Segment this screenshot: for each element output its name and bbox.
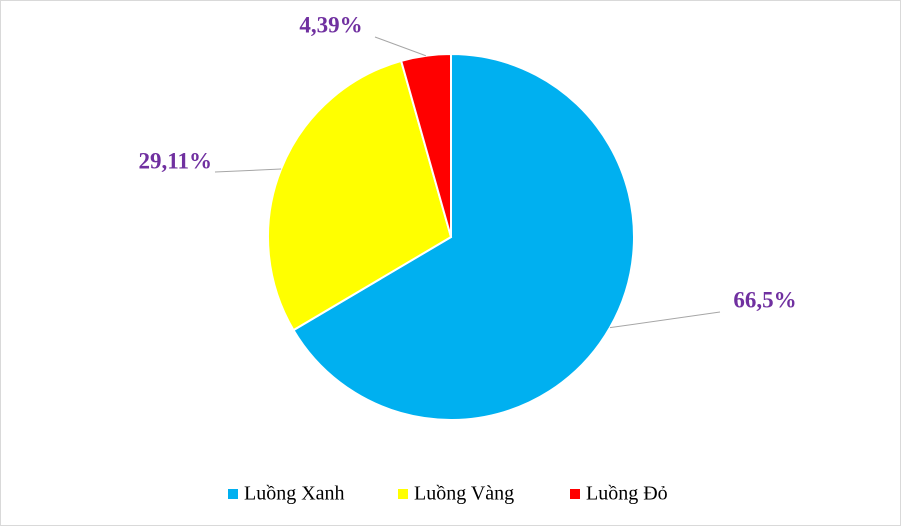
legend-label: Luồng Đỏ bbox=[586, 483, 668, 505]
value-label: 4,39% bbox=[299, 12, 362, 37]
legend-marker bbox=[570, 489, 580, 499]
value-label: 29,11% bbox=[139, 148, 212, 173]
legend-label: Luồng Xanh bbox=[244, 483, 345, 505]
pie-slice bbox=[292, 52, 635, 421]
leader-line bbox=[374, 36, 427, 57]
legend-marker bbox=[398, 489, 408, 499]
value-label: 66,5% bbox=[733, 287, 796, 312]
leader-line bbox=[609, 311, 721, 329]
pie-slice bbox=[399, 52, 452, 238]
legend-label: Luồng Vàng bbox=[414, 483, 514, 505]
legend-marker bbox=[228, 489, 238, 499]
leader-line bbox=[214, 168, 282, 173]
